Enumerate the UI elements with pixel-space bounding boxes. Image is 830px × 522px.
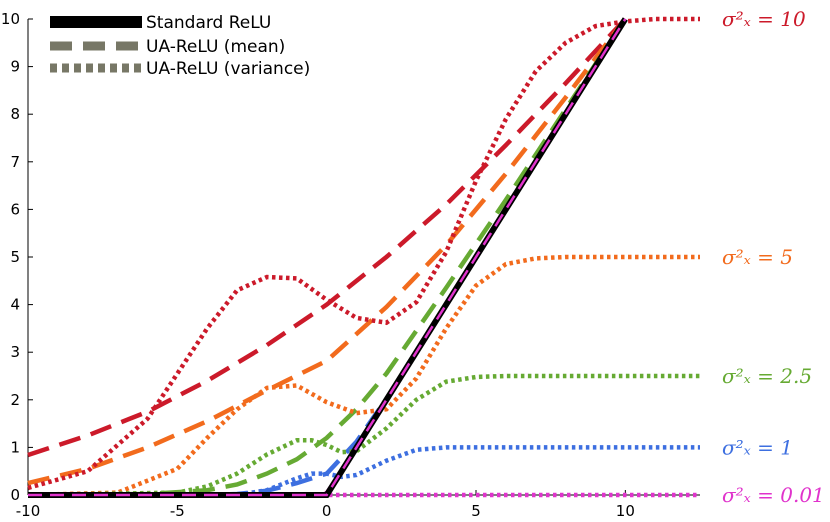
y-tick-label: 5	[10, 248, 20, 266]
variance-annotation: σ²ₓ = 2.5	[722, 364, 812, 388]
variance-annotations: σ²ₓ = 10 σ²ₓ = 5 σ²ₓ = 2.5 σ²ₓ = 1 σ²ₓ = 0.0…	[722, 7, 825, 507]
series-lines	[27, 16, 700, 498]
x-tick-label: 5	[471, 502, 481, 520]
mean-series-overlay	[28, 18, 627, 497]
variance-series-line	[28, 445, 700, 498]
x-tick-label: 0	[322, 502, 332, 520]
legend-label: UA-ReLU (mean)	[146, 37, 285, 57]
legend-label: Standard ReLU	[146, 13, 271, 33]
mean-series-line	[27, 17, 628, 498]
legend: Standard ReLU UA-ReLU (mean)UA-ReLU (vari…	[50, 13, 310, 79]
mean-series-line	[28, 17, 628, 498]
y-tick-label: 7	[10, 153, 20, 171]
x-tick-label: -10	[16, 502, 41, 520]
legend-label: UA-ReLU (variance)	[146, 59, 310, 79]
variance-annotation: σ²ₓ = 10	[722, 7, 806, 31]
y-tick-label: 4	[10, 296, 20, 314]
y-tick-label: 9	[10, 58, 20, 76]
y-tick-label: 1	[10, 438, 20, 456]
y-tick-label: 10	[1, 10, 20, 28]
variance-series-line	[27, 254, 700, 498]
y-tick-label: 8	[10, 105, 20, 123]
variance-annotation: σ²ₓ = 0.01	[722, 483, 825, 507]
y-tick-label: 2	[10, 391, 20, 409]
x-tick-label: 10	[616, 502, 635, 520]
mean-series-line	[28, 17, 628, 498]
mean-series-line	[27, 17, 628, 486]
x-tick-label: -5	[170, 502, 185, 520]
y-tick-label: 3	[10, 343, 20, 361]
y-tick-label: 0	[10, 486, 20, 504]
variance-series-line	[27, 16, 700, 491]
relu-line	[28, 17, 628, 498]
variance-series-line	[27, 373, 700, 498]
mean-series-line	[27, 17, 627, 458]
variance-annotation: σ²ₓ = 5	[722, 245, 793, 269]
variance-annotation: σ²ₓ = 1	[722, 435, 793, 459]
axes: -10 -5 0 5 10 0 1 2 3 4 5 6 7 8 9 10	[1, 10, 700, 520]
y-tick-label: 6	[10, 200, 20, 218]
